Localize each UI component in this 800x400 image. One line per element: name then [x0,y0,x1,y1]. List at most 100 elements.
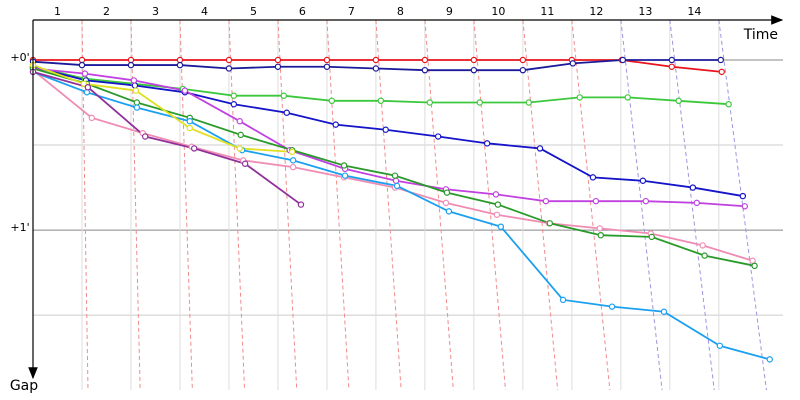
data-point [332,121,339,128]
data-point [689,184,697,191]
data-point [391,172,399,179]
x-tick-label: 1 [54,5,61,18]
data-point [592,197,600,205]
lap-lines [81,19,767,391]
data-point [608,303,616,310]
x-axis-title: Time [743,27,778,43]
data-point [470,56,478,64]
data-point [693,199,700,207]
data-point [141,133,149,140]
x-tick-label: 6 [299,5,306,18]
data-point [751,262,758,270]
data-point [131,82,139,89]
data-point [619,56,627,64]
lap-line [669,19,715,391]
data-point [766,356,773,363]
data-point [739,192,747,200]
data-point [225,65,233,72]
data-point [624,94,631,101]
data-point [470,66,478,74]
data-point [127,61,135,69]
lap-line [620,19,663,391]
data-point [186,124,193,132]
data-point [133,104,141,111]
data-point [84,83,92,91]
data-point [186,118,193,125]
y-tick-label: +1' [10,221,29,234]
lap-line [228,19,246,391]
data-point [741,203,748,210]
data-point [393,182,401,190]
data-point [749,257,756,264]
data-point [78,61,86,69]
data-point [519,56,527,64]
data-point [443,189,451,196]
data-point [88,114,95,122]
data-point [288,148,296,156]
data-point [176,56,184,64]
data-point [476,99,483,106]
data-point [372,65,380,72]
data-point [434,133,442,140]
data-point [225,56,233,64]
lap-line [179,19,193,391]
data-point [241,160,249,167]
grid [33,20,783,390]
lap-line [424,19,454,391]
data-point [80,80,88,87]
data-point [81,70,89,77]
data-point [421,66,429,74]
x-tick-label: 2 [103,5,110,18]
lap-line [81,19,89,391]
data-point [83,89,91,96]
x-tick-label: 12 [589,5,603,18]
data-point [230,92,238,99]
data-point [236,118,243,125]
data-point [668,63,675,70]
series-line [32,71,771,361]
data-point [421,56,429,64]
data-point [668,56,675,64]
lap-line [473,19,506,391]
x-tick-label: 8 [397,5,404,18]
data-point [127,56,135,64]
data-point [483,140,491,147]
data-point [675,97,682,105]
data-point [716,342,724,349]
lap-line [130,19,141,391]
data-point [283,109,290,116]
data-point [660,308,668,315]
x-tick-label: 11 [540,5,554,18]
data-point [442,199,450,207]
x-tick-label: 3 [152,5,159,18]
data-point [323,56,331,64]
data-point [372,56,380,64]
data-point [699,242,706,249]
data-point [426,99,433,106]
data-point [289,157,297,164]
data-point [78,56,86,64]
data-point [280,92,288,99]
data-point [190,145,198,152]
data-point [341,172,349,179]
data-point [377,97,385,105]
x-tick-label: 7 [348,5,355,18]
data-point [181,87,189,94]
x-tick-label: 9 [446,5,453,18]
data-point [589,174,597,181]
x-tick-label: 5 [250,5,257,18]
data-point [497,223,505,230]
data-point [492,191,500,198]
data-point [559,296,567,304]
y-tick-label: +0' [10,51,29,64]
series-line [32,64,293,153]
lap-line [326,19,350,391]
lap-line [277,19,298,391]
data-point [392,177,400,184]
data-point [542,197,550,205]
data-point [525,99,532,106]
data-point [596,225,603,232]
data-point [494,201,502,208]
data-point [297,201,305,208]
